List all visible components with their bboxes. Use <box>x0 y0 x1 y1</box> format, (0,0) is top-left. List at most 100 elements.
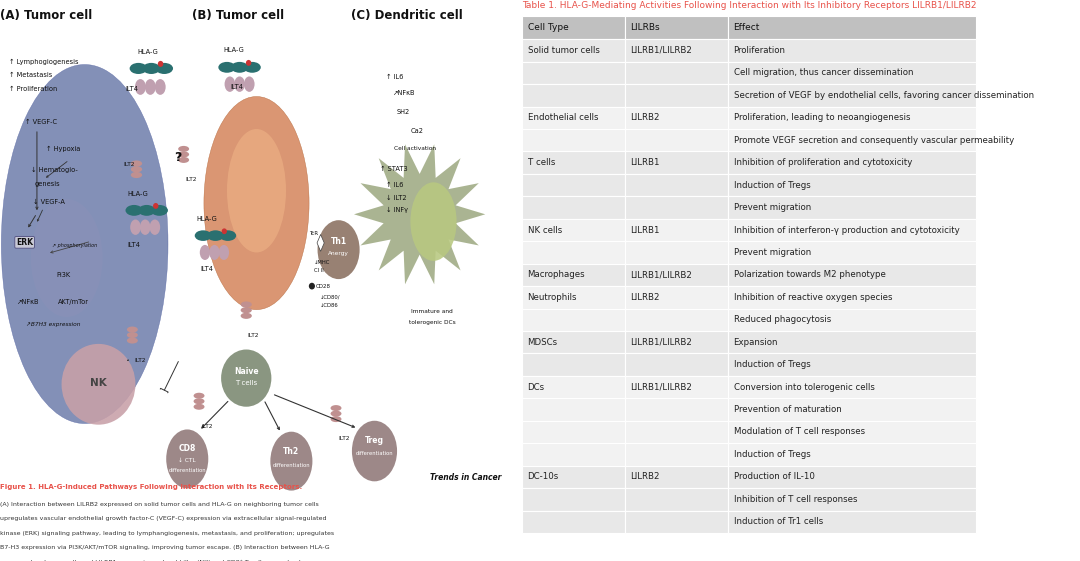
Circle shape <box>158 61 163 67</box>
Ellipse shape <box>151 205 167 216</box>
Text: Induction of Tr1 cells: Induction of Tr1 cells <box>733 517 823 526</box>
Text: Anergy: Anergy <box>328 251 349 256</box>
Ellipse shape <box>219 245 229 260</box>
FancyBboxPatch shape <box>728 84 976 107</box>
Ellipse shape <box>145 79 156 95</box>
Text: Secretion of VEGF by endothelial cells, favoring cancer dissemination: Secretion of VEGF by endothelial cells, … <box>733 91 1034 100</box>
Text: ↑ Hypoxia: ↑ Hypoxia <box>46 146 81 152</box>
FancyBboxPatch shape <box>728 398 976 421</box>
FancyBboxPatch shape <box>625 443 728 466</box>
Text: Production of IL-10: Production of IL-10 <box>733 472 814 481</box>
Text: LILRB1: LILRB1 <box>631 158 660 167</box>
Text: SH2: SH2 <box>396 109 409 115</box>
Text: Prevent migration: Prevent migration <box>733 248 811 257</box>
Text: ↓ VEGF-A: ↓ VEGF-A <box>33 199 65 205</box>
FancyBboxPatch shape <box>625 309 728 331</box>
Text: ILT2: ILT2 <box>338 436 350 441</box>
Ellipse shape <box>330 411 341 417</box>
Text: Inhibition of T cell responses: Inhibition of T cell responses <box>733 495 858 504</box>
Text: Figure 1. HLA-G-Induced Pathways Following Interaction with Its Receptors.: Figure 1. HLA-G-Induced Pathways Followi… <box>0 484 302 490</box>
FancyBboxPatch shape <box>728 511 976 533</box>
Text: Prevention of maturation: Prevention of maturation <box>733 405 841 414</box>
Text: Trends in Cancer: Trends in Cancer <box>430 473 502 482</box>
Text: Inhibition of interferon-γ production and cytotoxicity: Inhibition of interferon-γ production an… <box>733 226 959 234</box>
Text: ?: ? <box>175 150 181 164</box>
Text: ↑ Lymphogiogenesis: ↑ Lymphogiogenesis <box>10 59 79 65</box>
FancyBboxPatch shape <box>522 84 625 107</box>
Ellipse shape <box>126 338 138 343</box>
FancyBboxPatch shape <box>728 488 976 511</box>
Text: HLA-G: HLA-G <box>197 216 217 222</box>
FancyBboxPatch shape <box>522 151 625 174</box>
Text: differentiation: differentiation <box>355 451 393 456</box>
Text: Cl II: Cl II <box>314 269 324 273</box>
Text: ↗B7H3 expression: ↗B7H3 expression <box>26 322 80 327</box>
Text: differentiation: differentiation <box>168 468 206 472</box>
Text: ↑ VEGF-C: ↑ VEGF-C <box>25 119 57 125</box>
Text: CD8: CD8 <box>178 444 195 453</box>
FancyBboxPatch shape <box>728 39 976 62</box>
FancyBboxPatch shape <box>625 398 728 421</box>
Text: ILT4: ILT4 <box>200 266 213 272</box>
FancyBboxPatch shape <box>728 174 976 196</box>
FancyBboxPatch shape <box>522 241 625 264</box>
FancyBboxPatch shape <box>625 466 728 488</box>
Text: ↗ phosphorylation: ↗ phosphorylation <box>52 243 97 248</box>
Text: Induction of Tregs: Induction of Tregs <box>733 181 810 190</box>
Ellipse shape <box>150 219 160 235</box>
Text: Immature and: Immature and <box>411 309 453 314</box>
FancyBboxPatch shape <box>522 421 625 443</box>
FancyBboxPatch shape <box>728 151 976 174</box>
Text: (B) Tumor cell: (B) Tumor cell <box>192 9 284 22</box>
Text: ILT2: ILT2 <box>186 177 198 182</box>
Circle shape <box>62 344 135 425</box>
FancyBboxPatch shape <box>522 309 625 331</box>
FancyBboxPatch shape <box>522 331 625 353</box>
Ellipse shape <box>126 327 138 333</box>
Text: ↗NFκB: ↗NFκB <box>16 299 39 305</box>
Text: differentiation: differentiation <box>272 463 310 468</box>
Ellipse shape <box>219 231 237 241</box>
FancyBboxPatch shape <box>522 16 625 39</box>
Ellipse shape <box>131 172 143 178</box>
Text: Proliferation, leading to neoangiogenesis: Proliferation, leading to neoangiogenesi… <box>733 113 910 122</box>
FancyBboxPatch shape <box>522 398 625 421</box>
Text: ↓ Hematogio-: ↓ Hematogio- <box>30 167 78 173</box>
Text: ERK: ERK <box>16 238 33 247</box>
FancyBboxPatch shape <box>728 286 976 309</box>
FancyBboxPatch shape <box>728 107 976 129</box>
Text: LILRB2: LILRB2 <box>631 472 660 481</box>
FancyBboxPatch shape <box>625 421 728 443</box>
Text: LILRB1/LILRB2: LILRB1/LILRB2 <box>631 46 692 55</box>
FancyBboxPatch shape <box>625 241 728 264</box>
Text: B7-H3 expression via PI3K/AKT/mTOR signaling, improving tumor escape. (B) Intera: B7-H3 expression via PI3K/AKT/mTOR signa… <box>0 545 329 550</box>
Ellipse shape <box>178 157 189 163</box>
Text: Naive: Naive <box>234 367 258 376</box>
Ellipse shape <box>204 96 309 310</box>
Ellipse shape <box>126 332 138 338</box>
Ellipse shape <box>352 421 397 481</box>
FancyBboxPatch shape <box>728 196 976 219</box>
FancyBboxPatch shape <box>625 39 728 62</box>
FancyBboxPatch shape <box>522 62 625 84</box>
Text: DCs: DCs <box>527 383 544 392</box>
Text: (C) Dendritic cell: (C) Dendritic cell <box>351 9 463 22</box>
Ellipse shape <box>1 65 168 424</box>
Text: Prevent migration: Prevent migration <box>733 203 811 212</box>
Text: Th1: Th1 <box>330 237 347 246</box>
Text: upregulates vascular endothelial growth factor-C (VEGF-C) expression via extrace: upregulates vascular endothelial growth … <box>0 516 326 521</box>
Ellipse shape <box>135 79 146 95</box>
Text: ILT4: ILT4 <box>230 84 243 90</box>
PathPatch shape <box>354 144 485 284</box>
FancyBboxPatch shape <box>625 196 728 219</box>
FancyBboxPatch shape <box>728 62 976 84</box>
FancyBboxPatch shape <box>522 286 625 309</box>
Ellipse shape <box>138 205 156 216</box>
Ellipse shape <box>166 430 208 488</box>
Text: Cell migration, thus cancer dissemination: Cell migration, thus cancer disseminatio… <box>733 68 913 77</box>
Text: Proliferation: Proliferation <box>733 46 785 55</box>
Text: T cells: T cells <box>235 380 257 385</box>
Circle shape <box>153 203 159 209</box>
Text: tolerogenic DCs: tolerogenic DCs <box>408 320 456 325</box>
Text: expressed on tumor cells and LILRB1-expressing natural killer (NK) and CD8⁺ T ce: expressed on tumor cells and LILRB1-expr… <box>0 560 342 561</box>
